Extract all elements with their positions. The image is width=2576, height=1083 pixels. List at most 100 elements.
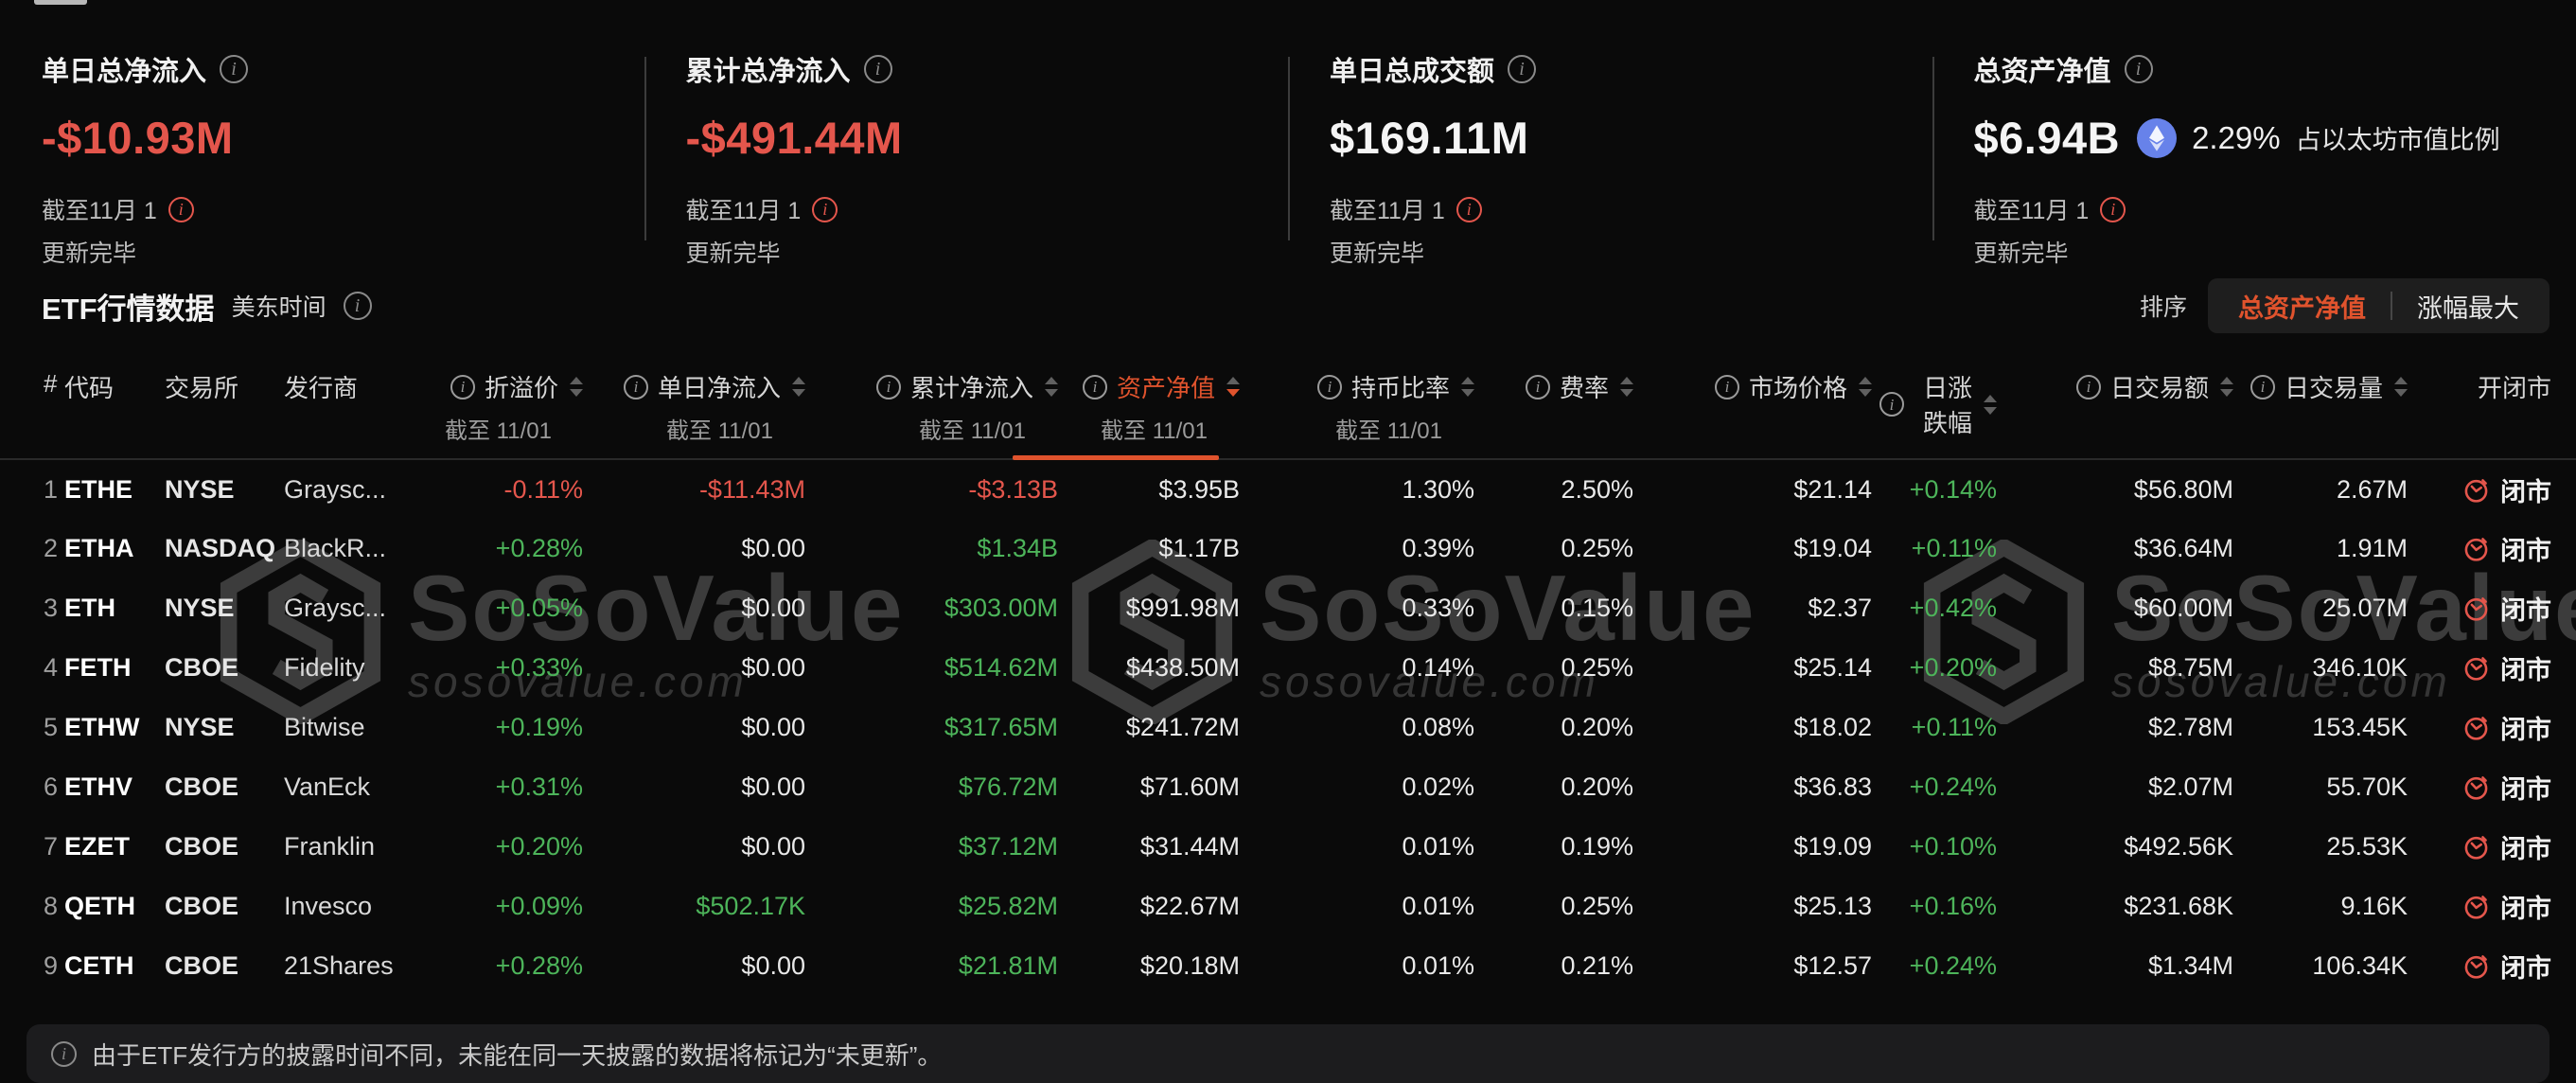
cell-code[interactable]: CETH (64, 936, 165, 996)
info-icon[interactable]: i (1715, 375, 1739, 399)
cell-nav: $3.95B (1066, 459, 1247, 519)
market-closed-clock-icon (2461, 475, 2491, 505)
info-icon[interactable]: i (1508, 55, 1536, 83)
timezone-label: 美东时间 (232, 289, 326, 323)
sort-option-total-nav[interactable]: 总资产净值 (2214, 288, 2391, 325)
info-icon[interactable]: i (2076, 375, 2101, 399)
sort-arrows-icon[interactable] (570, 377, 583, 397)
cell-change: +0.24% (1879, 757, 2004, 817)
cell-rank: 5 (0, 698, 64, 757)
sort-down-icon (1226, 389, 1240, 397)
cell-code[interactable]: ETHA (64, 519, 165, 578)
info-icon[interactable]: i (624, 375, 648, 399)
sort-arrows-icon[interactable] (1461, 377, 1474, 397)
sort-up-icon (1226, 377, 1240, 384)
cell-market_status: 闭市 (2415, 817, 2576, 877)
info-icon[interactable]: i (344, 292, 372, 320)
alert-info-icon[interactable]: i (168, 197, 194, 222)
sort-arrows-icon[interactable] (2394, 377, 2408, 397)
sort-up-icon (1984, 395, 1997, 402)
cell-fee: 0.20% (1482, 698, 1641, 757)
info-icon[interactable]: i (2250, 375, 2275, 399)
stat-value: -$491.44M (686, 112, 1289, 164)
stat-title: 总资产净值 (1974, 49, 2111, 89)
cell-price: $25.14 (1641, 638, 1879, 698)
column-label: 单日净流入 (658, 369, 781, 404)
sort-arrows-icon[interactable] (1859, 377, 1872, 397)
cell-market_status: 闭市 (2415, 459, 2576, 519)
market-status-label: 闭市 (2500, 828, 2551, 865)
cell-nav: $241.72M (1066, 698, 1247, 757)
alert-info-icon[interactable]: i (2100, 197, 2126, 222)
info-icon[interactable]: i (876, 375, 901, 399)
info-icon[interactable]: i (220, 55, 248, 83)
alert-info-icon[interactable]: i (812, 197, 838, 222)
cell-code[interactable]: ETH (64, 578, 165, 638)
disclaimer-note: i 由于ETF发行方的披露时间不同，未能在同一天披露的数据将标记为“未更新”。 (26, 1024, 2550, 1083)
column-header-exchange: 交易所 (165, 341, 284, 459)
info-icon[interactable]: i (1526, 375, 1550, 399)
cell-rank: 1 (0, 459, 64, 519)
cell-exchange: CBOE (165, 936, 284, 996)
column-subtitle: 截至 11/01 (591, 412, 805, 445)
cell-code[interactable]: QETH (64, 877, 165, 936)
cell-price: $36.83 (1641, 757, 1879, 817)
column-header-market_status: 开闭市 (2415, 341, 2576, 459)
cell-code[interactable]: EZET (64, 817, 165, 877)
info-icon[interactable]: i (1083, 375, 1107, 399)
sort-up-icon (1461, 377, 1474, 384)
cell-code[interactable]: ETHV (64, 757, 165, 817)
info-icon[interactable]: i (450, 375, 475, 399)
sort-arrows-icon[interactable] (1620, 377, 1633, 397)
info-icon[interactable]: i (864, 55, 892, 83)
cell-issuer: Bitwise (284, 698, 445, 757)
column-subtitle: 截至 11/01 (813, 412, 1058, 445)
page-title: ETF行情数据 (42, 285, 215, 328)
column-header-issuer: 发行商 (284, 341, 445, 459)
cell-fee: 0.25% (1482, 519, 1641, 578)
cell-code[interactable]: FETH (64, 638, 165, 698)
column-header-daily_inflow[interactable]: i 单日净流入截至 11/01 (591, 341, 813, 459)
cell-price: $19.04 (1641, 519, 1879, 578)
sort-arrows-icon[interactable] (2220, 377, 2233, 397)
info-icon[interactable]: i (1317, 375, 1342, 399)
cell-change: +0.16% (1879, 877, 2004, 936)
cell-exchange: NYSE (165, 459, 284, 519)
sort-arrows-icon[interactable] (1984, 395, 1997, 415)
sort-option-top-gainers[interactable]: 涨幅最大 (2392, 288, 2544, 325)
alert-info-icon[interactable]: i (1456, 197, 1482, 222)
info-icon[interactable]: i (1879, 392, 1904, 417)
sort-arrows-icon[interactable] (1226, 377, 1240, 397)
cell-rank: 6 (0, 757, 64, 817)
info-icon[interactable]: i (2125, 55, 2153, 83)
sort-down-icon (2394, 389, 2408, 397)
sort-down-icon (1045, 389, 1058, 397)
cell-code[interactable]: ETHW (64, 698, 165, 757)
sort-arrows-icon[interactable] (1045, 377, 1058, 397)
cell-code[interactable]: ETHE (64, 459, 165, 519)
market-closed-clock-icon (2461, 713, 2491, 742)
cell-nav: $991.98M (1066, 578, 1247, 638)
stat-title: 单日总成交额 (1330, 49, 1494, 89)
cell-holding_ratio: 0.39% (1247, 519, 1482, 578)
update-status: 更新完毕 (42, 235, 644, 269)
sort-arrows-icon[interactable] (792, 377, 805, 397)
